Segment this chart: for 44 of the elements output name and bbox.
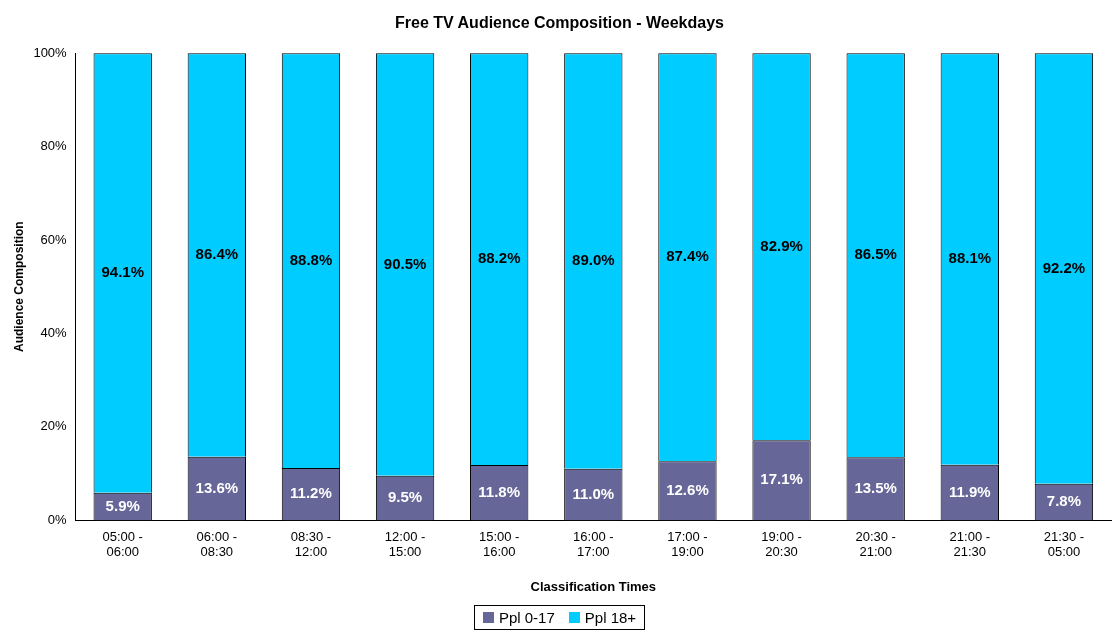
x-tick-label: 20:30 - 21:00	[855, 528, 896, 560]
data-label: 5.9%	[105, 496, 140, 514]
data-label: 86.4%	[195, 245, 239, 263]
legend-label: Ppl 0-17	[498, 609, 555, 626]
data-label: 87.4%	[666, 247, 709, 265]
x-tick-label: 19:00 - 20:30	[761, 528, 802, 560]
y-tick-label: 80%	[40, 138, 68, 154]
data-label: 11.9%	[948, 482, 991, 500]
x-tick-label: 21:00 - 21:30	[949, 528, 991, 560]
x-tick-label: 21:30 - 05:00	[1043, 528, 1085, 560]
y-tick-label: 60%	[40, 231, 68, 247]
data-label: 13.6%	[195, 478, 239, 496]
y-tick-label: 20%	[40, 418, 68, 434]
data-label: 82.9%	[760, 236, 803, 254]
data-label: 90.5%	[383, 254, 427, 272]
x-tick-label: 12:00 - 15:00	[384, 528, 426, 560]
x-tick-label: 16:00 - 17:00	[573, 528, 614, 560]
data-label: 94.1%	[101, 263, 144, 281]
data-label: 11.8%	[478, 482, 521, 500]
data-label: 7.8%	[1046, 492, 1082, 510]
data-label: 13.5%	[854, 478, 897, 496]
data-label: 88.1%	[948, 249, 992, 267]
data-label: 89.0%	[572, 251, 615, 269]
data-label: 11.0%	[572, 484, 615, 502]
data-label: 88.2%	[477, 249, 521, 267]
data-label: 12.6%	[666, 480, 709, 498]
x-tick-label: 06:00 - 08:30	[196, 528, 238, 560]
y-axis-title: Audience Composition	[11, 221, 26, 353]
data-label: 11.2%	[290, 484, 332, 502]
data-label: 88.8%	[289, 250, 333, 268]
data-label: 9.5%	[387, 488, 423, 506]
y-tick-label: 40%	[40, 324, 68, 340]
data-label: 17.1%	[760, 470, 803, 488]
y-tick-label: 100%	[33, 44, 68, 60]
x-tick-label: 15:00 - 16:00	[478, 528, 520, 560]
x-tick-label: 05:00 - 06:00	[102, 528, 143, 560]
chart-title: Free TV Audience Composition - Weekdays	[395, 14, 725, 32]
y-tick-label: 0%	[47, 511, 68, 527]
x-tick-label: 17:00 - 19:00	[667, 528, 708, 560]
data-label: 86.5%	[854, 245, 897, 263]
data-label: 92.2%	[1042, 258, 1086, 276]
legend-label: Ppl 18+	[584, 609, 637, 626]
x-tick-label: 08:30 - 12:00	[290, 528, 332, 560]
x-axis-title: Classification Times	[530, 578, 657, 594]
